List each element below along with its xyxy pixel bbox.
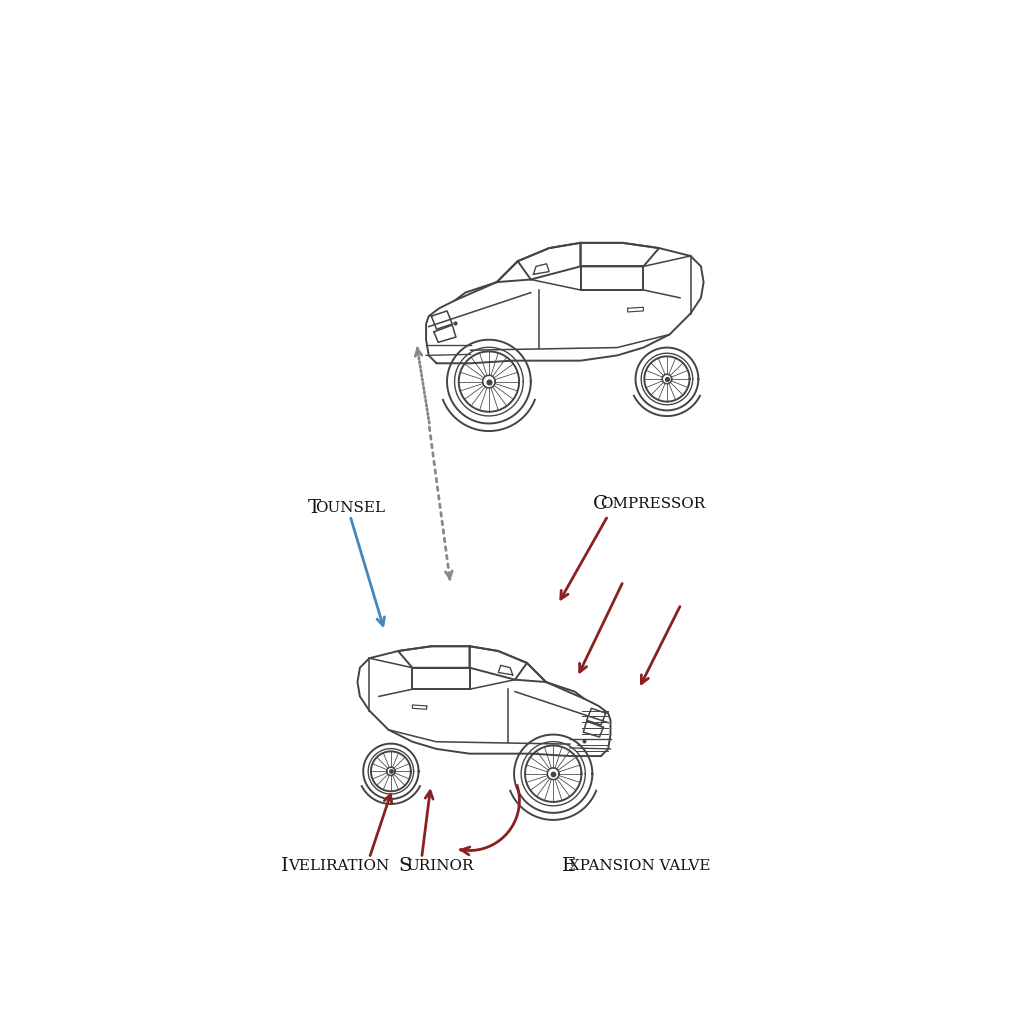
Text: OUNSEL: OUNSEL — [315, 501, 385, 515]
Text: XPANSION VALVE: XPANSION VALVE — [569, 859, 711, 872]
Text: E: E — [562, 857, 575, 874]
Text: T: T — [307, 499, 321, 517]
Text: C: C — [593, 495, 607, 513]
Text: VELIRATION: VELIRATION — [288, 859, 389, 872]
Text: OMPRESSOR: OMPRESSOR — [600, 497, 706, 511]
Text: S: S — [398, 857, 412, 874]
Text: URINOR: URINOR — [406, 859, 473, 872]
Text: I: I — [281, 857, 289, 874]
